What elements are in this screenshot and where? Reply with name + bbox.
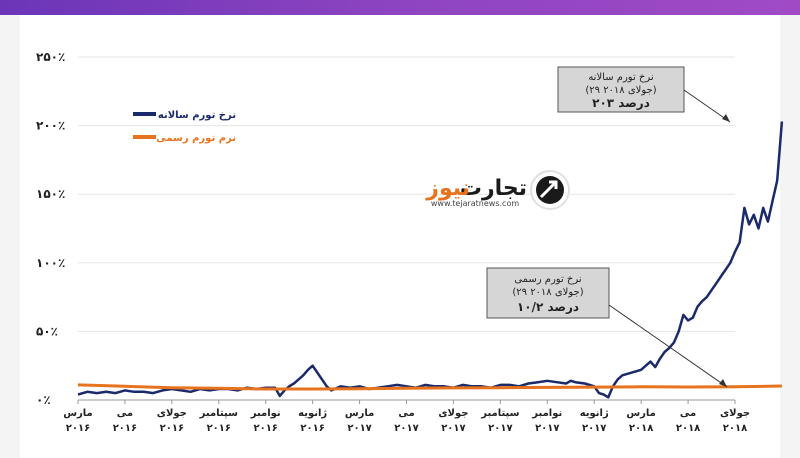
legend-label-annual: نرخ تورم سالانه	[158, 110, 236, 121]
logo-name-accent: نیوز	[425, 176, 470, 201]
x-tick-year: ۲۰۱۷	[535, 423, 559, 434]
header-bar	[0, 0, 800, 15]
y-tick-label: ۲۰۰٪	[36, 119, 65, 133]
y-tick-label: ۰٪	[36, 393, 51, 407]
x-tick-month: جولای	[438, 408, 468, 419]
x-tick-year: ۲۰۱۶	[160, 423, 184, 434]
brand-logo: تجارت نیوز www.tejaratnews.com	[425, 170, 570, 210]
x-tick-month: جولای	[720, 408, 750, 419]
x-tick-year: ۲۰۱۸	[723, 423, 747, 434]
x-tick-month: می	[398, 408, 414, 419]
callout-official-line2: (۲۹ جولای ۲۰۱۸)	[512, 287, 583, 298]
callout-annual-arrow	[683, 89, 731, 123]
x-tick-year: ۲۰۱۶	[113, 423, 137, 434]
callout-annual-value: ۲۰۳ درصد	[592, 96, 650, 110]
x-tick-month: جولای	[157, 408, 187, 419]
series-lines	[77, 121, 784, 399]
x-tick-month: ژانویه	[298, 408, 327, 419]
legend: نرخ تورم سالانه نرم تورم رسمی	[133, 110, 236, 144]
y-axis: ۰٪ ۵۰٪ ۱۰۰٪ ۱۵۰٪ ۲۰۰٪ ۲۵۰٪	[36, 50, 65, 407]
callout-official-arrow	[608, 304, 728, 388]
x-tick-year: ۲۰۱۶	[254, 423, 278, 434]
x-tick-month: مارس	[345, 408, 375, 419]
x-tick-month: سپتامبر	[480, 408, 519, 419]
x-tick-month: نوامبر	[531, 408, 562, 419]
x-tick-year: ۲۰۱۶	[66, 423, 90, 434]
callout-annual-line2: (۲۹ جولای ۲۰۱۸)	[585, 85, 656, 96]
x-tick-year: ۲۰۱۷	[394, 423, 418, 434]
grid-lines	[78, 56, 735, 401]
logo-url: www.tejaratnews.com	[431, 199, 519, 208]
x-tick-year: ۲۰۱۶	[300, 423, 324, 434]
x-tick-month: می	[117, 408, 133, 419]
x-tick-year: ۲۰۱۸	[676, 423, 700, 434]
logo-name-dark: تجارت	[460, 176, 527, 201]
y-tick-label: ۲۵۰٪	[36, 50, 65, 64]
x-tick-year: ۲۰۱۶	[207, 423, 231, 434]
x-tick-month: سپتامبر	[199, 408, 238, 419]
callout-official: نرخ تورم رسمی (۲۹ جولای ۲۰۱۸) ۱۰/۲ درصد	[486, 267, 728, 388]
x-axis: مارس ۲۰۱۶ می ۲۰۱۶ جولای ۲۰۱۶ سپتامبر ۲۰۱۶ نوامبر…	[63, 400, 750, 434]
legend-label-official: نرم تورم رسمی	[156, 133, 236, 144]
callout-annual-line1: نرخ تورم سالانه	[588, 72, 653, 83]
x-tick-month: ژانویه	[580, 408, 609, 419]
series-line-annual	[77, 121, 784, 399]
y-tick-label: ۱۵۰٪	[36, 187, 65, 201]
y-tick-label: ۵۰٪	[36, 324, 58, 338]
series-line-official	[77, 383, 782, 391]
x-tick-year: ۲۰۱۷	[488, 423, 512, 434]
x-tick-year: ۲۰۱۷	[441, 423, 465, 434]
callout-official-value: ۱۰/۲ درصد	[517, 300, 579, 314]
callout-official-line1: نرخ تورم رسمی	[514, 274, 581, 285]
x-tick-year: ۲۰۱۷	[582, 423, 606, 434]
x-tick-month: می	[680, 408, 696, 419]
callout-annual: نرخ تورم سالانه (۲۹ جولای ۲۰۱۸) ۲۰۳ درصد	[557, 66, 731, 123]
x-tick-year: ۲۰۱۷	[347, 423, 371, 434]
x-tick-month: مارس	[626, 408, 656, 419]
x-tick-year: ۲۰۱۸	[629, 423, 653, 434]
x-tick-month: نوامبر	[250, 408, 281, 419]
x-tick-month: مارس	[63, 408, 93, 419]
y-tick-label: ۱۰۰٪	[36, 256, 65, 270]
